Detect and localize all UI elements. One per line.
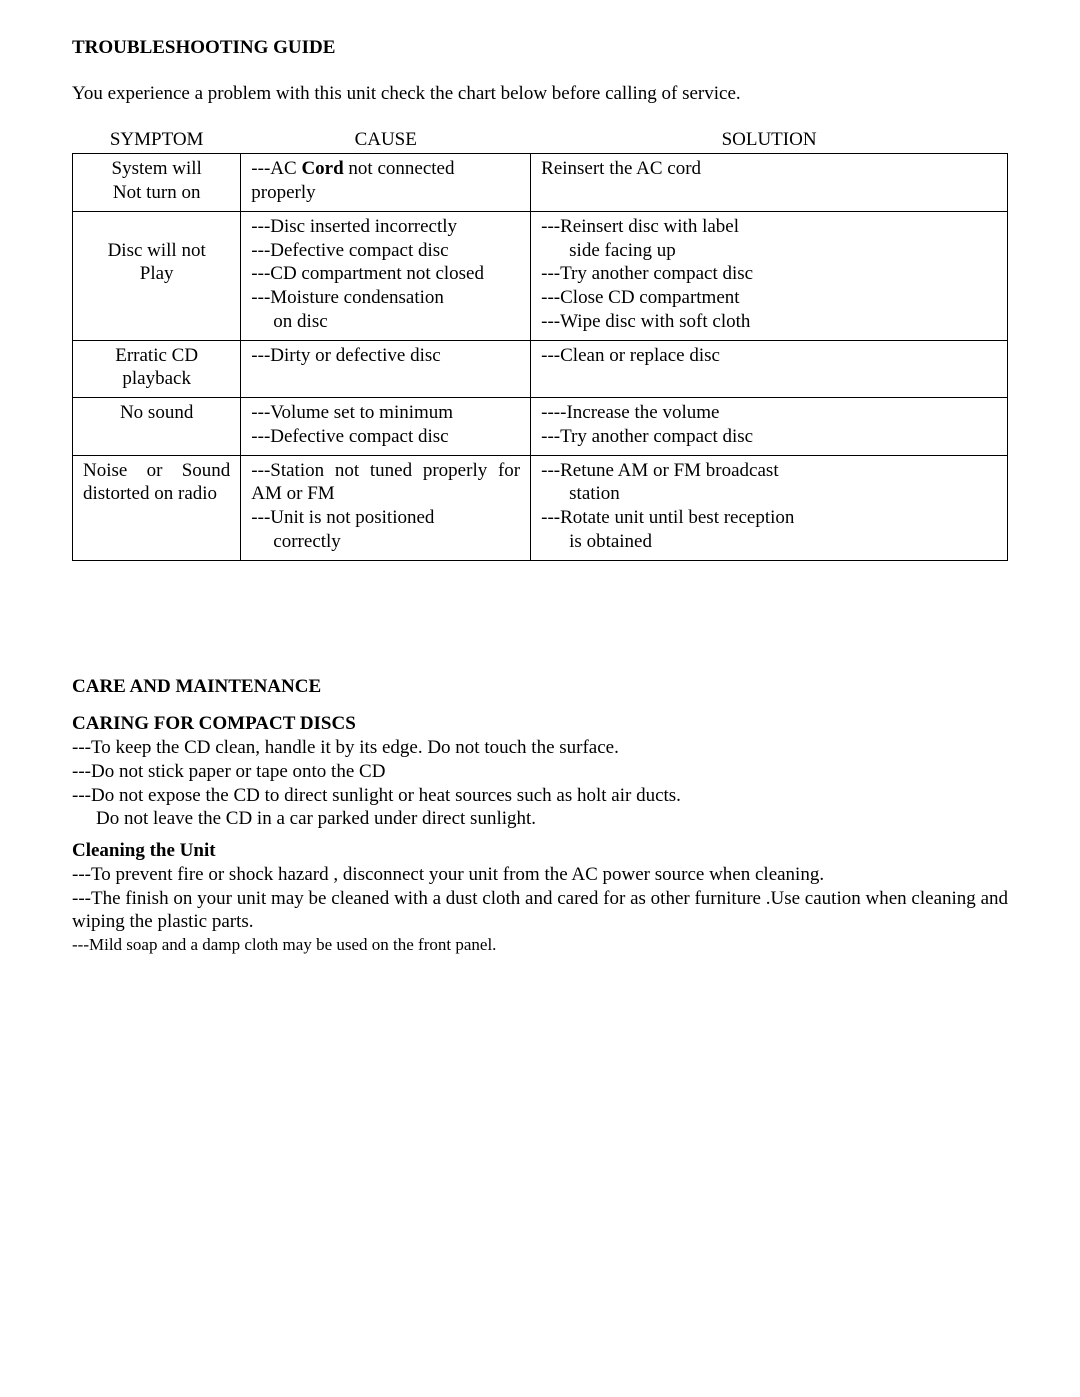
cell-solution: ----Increase the volume---Try another co…	[531, 398, 1008, 456]
cell-cause: ---Dirty or defective disc	[241, 340, 531, 398]
table-row: System willNot turn on---AC Cord not con…	[73, 154, 1008, 212]
care-heading: CARE AND MAINTENANCE	[72, 675, 1008, 699]
troubleshooting-table: SYMPTOM CAUSE SOLUTION System willNot tu…	[72, 126, 1008, 561]
cell-symptom: Noise or Sounddistorted on radio	[73, 455, 241, 560]
cell-symptom: Erratic CDplayback	[73, 340, 241, 398]
list-item: ---To keep the CD clean, handle it by it…	[72, 736, 1008, 760]
cell-solution: Reinsert the AC cord	[531, 154, 1008, 212]
cell-cause: ---Station not tuned properly forAM or F…	[241, 455, 531, 560]
list-item: ---The finish on your unit may be cleane…	[72, 887, 1008, 935]
cell-symptom: System willNot turn on	[73, 154, 241, 212]
cell-symptom: Disc will notPlay	[73, 211, 241, 340]
page-title: TROUBLESHOOTING GUIDE	[72, 36, 1008, 60]
list-item: ---Do not stick paper or tape onto the C…	[72, 760, 1008, 784]
header-solution: SOLUTION	[531, 126, 1008, 154]
cell-solution: ---Reinsert disc with labelside facing u…	[531, 211, 1008, 340]
table-row: Erratic CDplayback---Dirty or defective …	[73, 340, 1008, 398]
list-item: Do not leave the CD in a car parked unde…	[72, 807, 1008, 831]
discs-heading: CARING FOR COMPACT DISCS	[72, 712, 1008, 736]
list-item: ---Mild soap and a damp cloth may be use…	[72, 934, 1008, 955]
header-cause: CAUSE	[241, 126, 531, 154]
intro-text: You experience a problem with this unit …	[72, 82, 1008, 106]
table-header-row: SYMPTOM CAUSE SOLUTION	[73, 126, 1008, 154]
cleaning-heading: Cleaning the Unit	[72, 839, 1008, 863]
cell-symptom: No sound	[73, 398, 241, 456]
table-row: No sound---Volume set to minimum---Defec…	[73, 398, 1008, 456]
table-row: Disc will notPlay---Disc inserted incorr…	[73, 211, 1008, 340]
cell-cause: ---AC Cord not connected properly	[241, 154, 531, 212]
cell-cause: ---Disc inserted incorrectly---Defective…	[241, 211, 531, 340]
list-item: ---To prevent fire or shock hazard , dis…	[72, 863, 1008, 887]
cell-solution: ---Retune AM or FM broadcaststation---Ro…	[531, 455, 1008, 560]
cell-cause: ---Volume set to minimum---Defective com…	[241, 398, 531, 456]
header-symptom: SYMPTOM	[73, 126, 241, 154]
cell-solution: ---Clean or replace disc	[531, 340, 1008, 398]
table-row: Noise or Sounddistorted on radio---Stati…	[73, 455, 1008, 560]
list-item: ---Do not expose the CD to direct sunlig…	[72, 784, 1008, 808]
